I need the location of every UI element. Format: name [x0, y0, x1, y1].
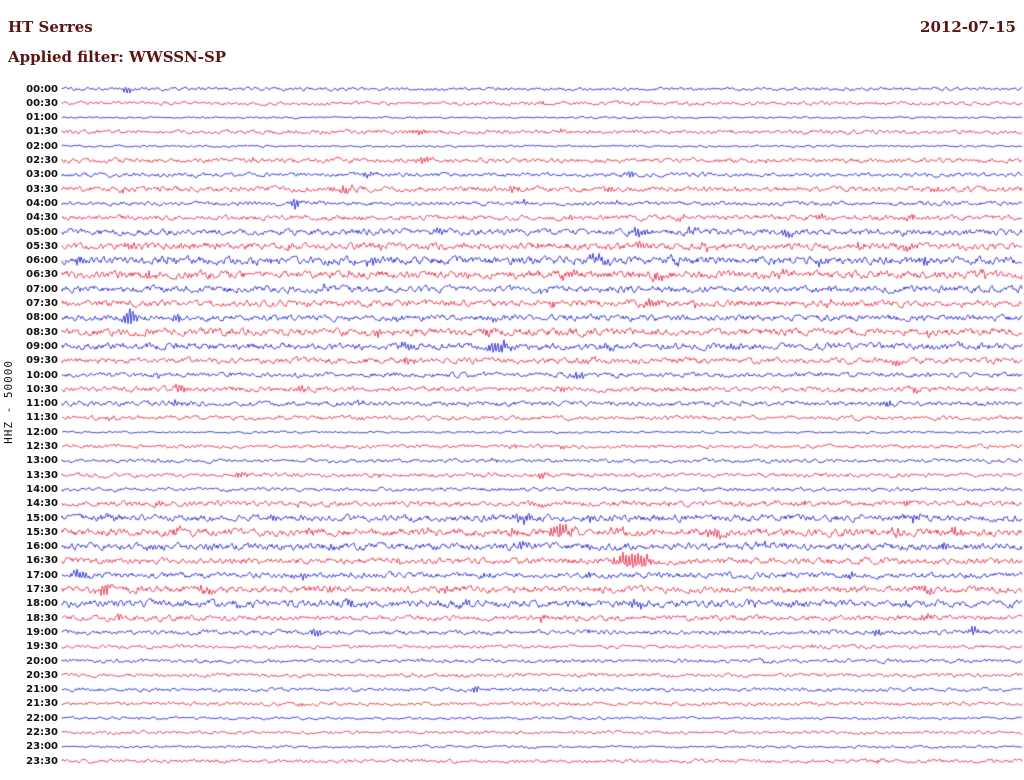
- time-label: 02:00: [26, 140, 58, 152]
- time-label: 02:30: [26, 155, 58, 166]
- time-label: 07:30: [26, 298, 58, 309]
- time-label: 08:30: [26, 326, 58, 338]
- time-label: 20:30: [26, 669, 58, 681]
- time-label: 19:00: [26, 626, 58, 638]
- time-label: 04:00: [26, 197, 58, 209]
- time-label: 21:30: [26, 698, 58, 710]
- time-label: 01:00: [26, 112, 58, 124]
- time-label: 16:30: [26, 555, 58, 567]
- time-label: 08:00: [26, 312, 58, 324]
- time-label: 23:00: [26, 741, 58, 753]
- time-label: 17:30: [26, 584, 58, 595]
- time-label: 05:00: [26, 226, 58, 238]
- time-label: 00:00: [26, 83, 58, 95]
- filter-label: Applied filter: WWSSN-SP: [8, 48, 227, 66]
- time-label: 12:00: [26, 426, 58, 438]
- time-label: 00:30: [26, 97, 58, 109]
- station-title: HT Serres: [8, 18, 93, 36]
- time-label: 23:30: [26, 755, 58, 767]
- time-label: 11:00: [26, 398, 58, 410]
- time-label: 10:30: [26, 383, 58, 395]
- date-label: 2012-07-15: [920, 18, 1016, 36]
- time-label: 21:00: [26, 684, 58, 696]
- time-label: 04:30: [26, 212, 58, 224]
- time-label: 05:30: [26, 240, 58, 252]
- time-label: 14:00: [26, 483, 58, 495]
- time-label: 17:00: [26, 569, 58, 581]
- time-label: 03:30: [26, 183, 58, 195]
- time-label: 16:00: [26, 541, 58, 553]
- time-label: 09:00: [26, 340, 58, 352]
- time-label: 22:30: [26, 727, 58, 738]
- time-label: 18:00: [26, 598, 58, 610]
- time-label: 13:00: [26, 455, 58, 467]
- time-label: 14:30: [26, 498, 58, 510]
- time-label: 22:00: [26, 712, 58, 724]
- time-label: 15:30: [26, 526, 58, 538]
- time-label: 13:30: [26, 469, 58, 481]
- time-label: 03:00: [26, 169, 58, 181]
- time-axis: 00:00 00:30 01:00 01:30 02:00 02:30 03:00 03:30…: [0, 0, 60, 780]
- time-label: 06:30: [26, 269, 58, 281]
- time-label: 09:30: [26, 355, 58, 367]
- time-label: 07:00: [26, 283, 58, 295]
- time-label: 18:30: [26, 612, 58, 624]
- time-label: 19:30: [26, 641, 58, 653]
- time-label: 12:30: [26, 441, 58, 452]
- time-label: 11:30: [26, 412, 58, 424]
- time-label: 10:00: [26, 369, 58, 381]
- time-label: 20:00: [26, 655, 58, 667]
- time-label: 01:30: [26, 126, 58, 138]
- time-label: 06:00: [26, 255, 58, 267]
- time-label: 15:00: [26, 512, 58, 524]
